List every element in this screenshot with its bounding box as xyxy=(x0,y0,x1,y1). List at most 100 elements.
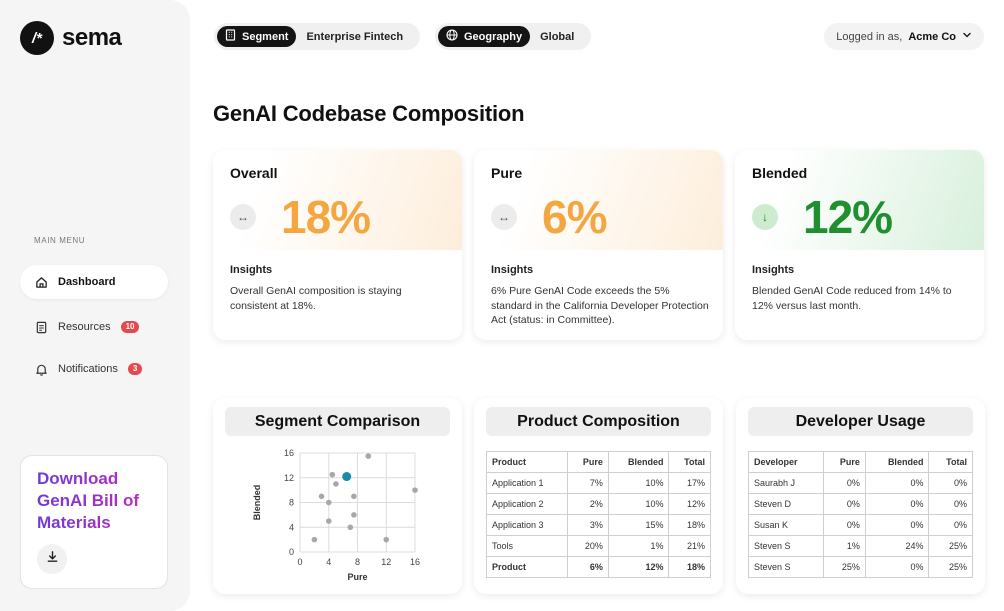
resources-count-badge: 10 xyxy=(120,321,140,333)
download-button[interactable] xyxy=(37,544,67,574)
metric-card-header: Overall ↔ 18% xyxy=(213,150,462,250)
x-tick-label: 12 xyxy=(381,557,391,567)
sidebar-item-label: Dashboard xyxy=(58,276,116,288)
account-menu[interactable]: Logged in as, Acme Co xyxy=(824,23,984,50)
insights-heading: Insights xyxy=(491,264,534,276)
table-row: Application 2 2% 10% 12% xyxy=(485,493,711,515)
building-icon xyxy=(225,29,236,44)
y-tick-label: 4 xyxy=(289,522,294,532)
table-row: Saurabh J 0% 0% 0% xyxy=(748,472,973,494)
download-bom-card[interactable]: Download GenAI Bill of Materials xyxy=(20,455,168,589)
table-cell: 10% xyxy=(607,472,670,494)
logo-text: sema xyxy=(62,24,122,51)
developer-usage-card: Developer Usage Developer Pure Blended T… xyxy=(736,398,985,594)
login-prefix: Logged in as, xyxy=(836,30,903,43)
product-composition-title: Product Composition xyxy=(486,407,711,436)
horizontal-arrows-icon: ↔ xyxy=(491,204,517,230)
segment-comparison-title: Segment Comparison xyxy=(225,407,450,436)
sidebar-item-label: Resources xyxy=(58,321,111,333)
document-icon xyxy=(34,320,48,334)
metric-card-pure: Pure ↔ 6% Insights 6% Pure GenAI Code ex… xyxy=(474,150,723,340)
table-cell: Tools xyxy=(485,535,569,557)
page-title: GenAI Codebase Composition xyxy=(213,101,525,126)
table-cell: 12% xyxy=(607,556,670,578)
metric-label: Overall xyxy=(230,165,278,181)
insights-text: 6% Pure GenAI Code exceeds the 5% standa… xyxy=(491,285,709,326)
table-cell: 1% xyxy=(822,535,866,557)
table-cell: Application 2 xyxy=(485,493,569,515)
data-point xyxy=(329,471,336,478)
table-cell: Steven S xyxy=(748,556,824,578)
metric-card-overall: Overall ↔ 18% Insights Overall GenAI com… xyxy=(213,150,462,340)
table-cell: 21% xyxy=(668,535,711,557)
data-point xyxy=(347,524,354,531)
column-header: Total xyxy=(928,451,973,473)
insights-heading: Insights xyxy=(230,264,273,276)
y-axis-label: Blended xyxy=(252,485,262,521)
segment-value: Enterprise Fintech xyxy=(306,30,404,43)
table-row: Susan K 0% 0% 0% xyxy=(748,514,973,536)
developer-usage-title: Developer Usage xyxy=(748,407,973,436)
main-menu-label: MAIN MENU xyxy=(34,236,86,245)
download-icon xyxy=(46,550,59,568)
column-header: Blended xyxy=(864,451,930,473)
insights-text: Overall GenAI composition is staying con… xyxy=(230,285,402,312)
download-bom-title: Download GenAI Bill of Materials xyxy=(37,468,151,534)
sidebar-item-resources[interactable]: Resources 10 xyxy=(20,310,168,344)
table-row: Tools 20% 1% 21% xyxy=(485,535,711,557)
table-cell: Application 3 xyxy=(485,514,569,536)
table-cell: 15% xyxy=(607,514,670,536)
table-cell: 7% xyxy=(567,472,609,494)
product-composition-table: Product Pure Blended Total Application 1… xyxy=(485,451,711,578)
table-cell: 0% xyxy=(822,472,866,494)
logo-mark-icon: /* xyxy=(20,21,54,55)
data-point xyxy=(412,487,418,493)
insights-text: Blended GenAI Code reduced from 14% to 1… xyxy=(752,285,952,312)
bell-icon xyxy=(34,362,48,376)
highlighted-data-point xyxy=(342,472,352,482)
metric-value: 18% xyxy=(281,191,371,243)
sidebar-item-label: Notifications xyxy=(58,363,118,375)
data-point xyxy=(311,536,318,543)
sidebar-item-dashboard[interactable]: Dashboard xyxy=(20,265,168,299)
y-tick-label: 8 xyxy=(289,498,294,508)
horizontal-arrows-icon: ↔ xyxy=(230,204,256,230)
metric-card-header: Blended ↓ 12% xyxy=(735,150,984,250)
segment-filter[interactable]: Segment Enterprise Fintech xyxy=(214,23,421,50)
table-cell: 17% xyxy=(668,472,711,494)
table-cell: Application 1 xyxy=(485,472,569,494)
arrow-down-icon: ↓ xyxy=(752,204,778,230)
table-cell: Saurabh J xyxy=(748,472,824,494)
table-cell: 0% xyxy=(822,514,866,536)
segment-comparison-card: Segment Comparison 0 4 8 12 16 0 4 8 12 16 Pure Ble… xyxy=(213,398,462,594)
table-cell: 0% xyxy=(822,493,866,515)
data-point xyxy=(333,481,339,487)
data-point xyxy=(325,518,332,524)
table-row: Steven S 25% 0% 25% xyxy=(748,556,973,578)
sidebar: /* sema MAIN MENU Dashboard Resources 10… xyxy=(0,0,190,611)
column-header: Blended xyxy=(607,451,670,473)
segment-tag: Segment xyxy=(217,26,297,47)
geography-value: Global xyxy=(540,30,575,43)
metric-card-blended: Blended ↓ 12% Insights Blended GenAI Cod… xyxy=(735,150,984,340)
x-axis-label: Pure xyxy=(347,572,367,582)
column-header: Developer xyxy=(748,451,824,473)
table-cell: Steven D xyxy=(748,493,824,515)
account-name: Acme Co xyxy=(908,30,956,43)
data-point xyxy=(325,499,332,506)
table-cell: 0% xyxy=(928,472,973,494)
developer-usage-table: Developer Pure Blended Total Saurabh J 0… xyxy=(748,451,973,578)
table-cell: 18% xyxy=(668,514,711,536)
chevron-down-icon xyxy=(962,30,972,43)
geography-filter[interactable]: Geography Global xyxy=(435,23,592,50)
sidebar-item-notifications[interactable]: Notifications 3 xyxy=(20,352,168,386)
data-point xyxy=(365,453,372,459)
segment-scatter-chart: 0 4 8 12 16 0 4 8 12 16 Pure Blended xyxy=(252,448,420,582)
table-cell: 25% xyxy=(928,556,973,578)
data-point xyxy=(383,536,390,543)
logo[interactable]: /* sema xyxy=(20,21,122,55)
notifications-count-badge: 3 xyxy=(127,363,143,375)
x-tick-label: 0 xyxy=(297,557,302,567)
table-cell: 6% xyxy=(567,556,609,578)
table-total-row: Product 6% 12% 18% xyxy=(485,556,711,578)
